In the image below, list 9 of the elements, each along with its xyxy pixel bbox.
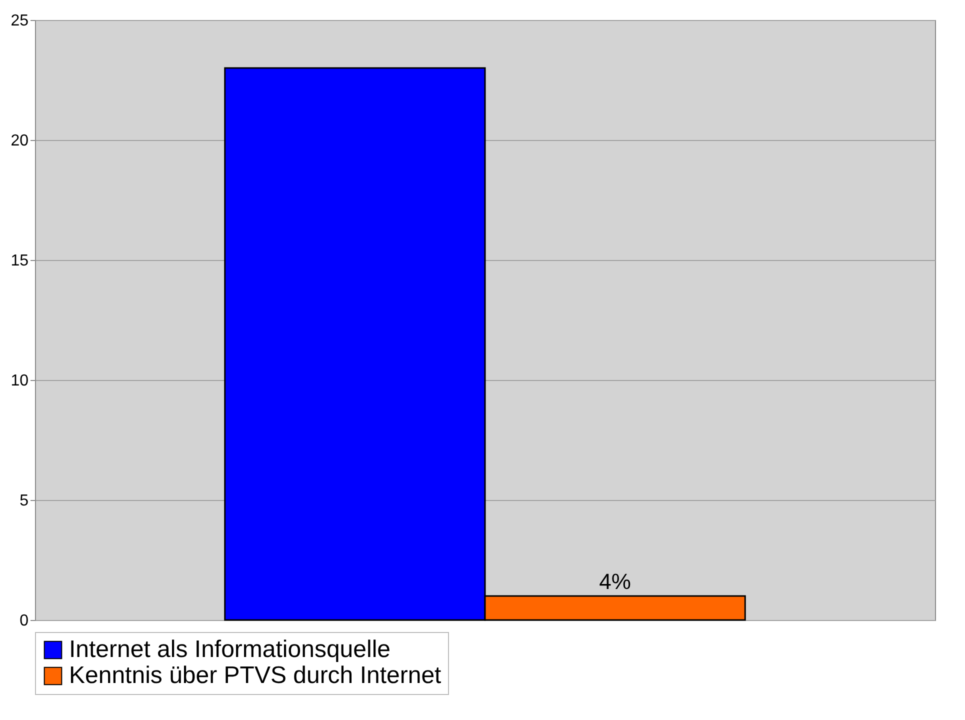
y-tick-label: 10 (10, 372, 29, 390)
y-tick-label: 20 (10, 132, 29, 150)
legend-label: Kenntnis über PTVS durch Internet (69, 662, 442, 689)
y-tick-label: 25 (10, 12, 29, 30)
y-tick-label: 0 (20, 612, 29, 630)
legend-label: Internet als Informationsquelle (69, 636, 391, 663)
annotation: 4% (599, 569, 631, 594)
y-tick-label: 15 (10, 252, 29, 270)
y-tick-label: 5 (20, 492, 29, 510)
